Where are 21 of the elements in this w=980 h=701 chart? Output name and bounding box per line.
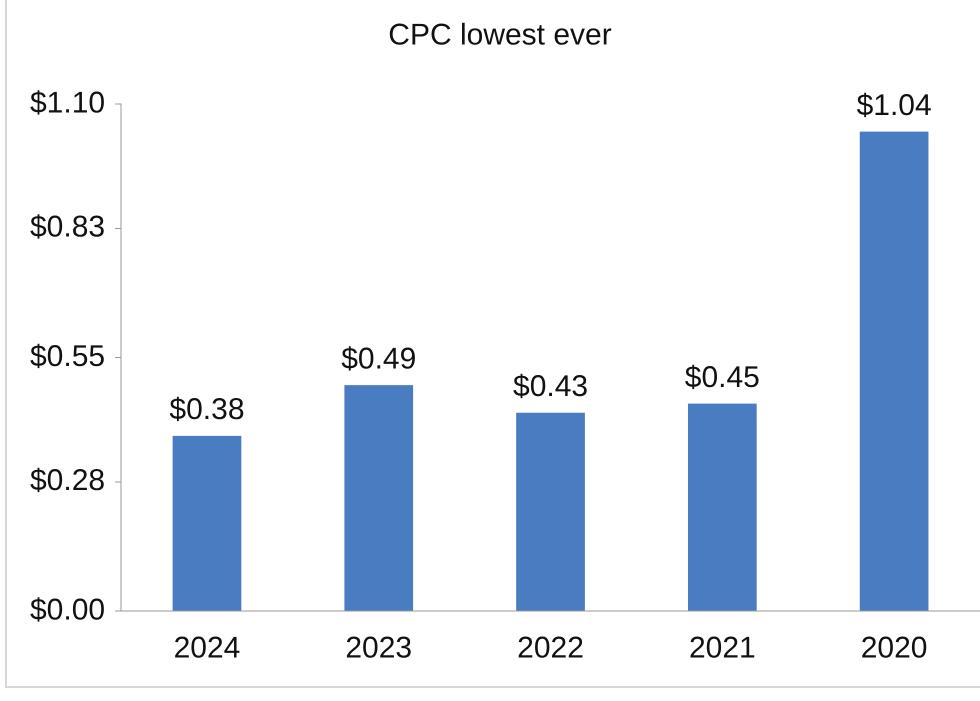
- y-tick-label: $0.00: [30, 593, 106, 626]
- x-tick-label: 2021: [688, 631, 756, 664]
- data-label: $0.49: [341, 342, 416, 376]
- y-tick-label: $0.55: [30, 340, 106, 373]
- bar: [516, 412, 585, 610]
- bar: [688, 404, 757, 610]
- y-tick-label: $1.10: [30, 86, 106, 120]
- data-label: $0.45: [684, 360, 760, 394]
- y-tick-label: $0.83: [30, 210, 106, 244]
- bar: [172, 436, 242, 610]
- chart-title: CPC lowest ever: [388, 18, 612, 52]
- data-label: $0.38: [169, 393, 245, 426]
- x-tick-label: 2023: [345, 631, 412, 664]
- x-tick-label: 2024: [174, 631, 240, 664]
- x-tick-label: 2020: [860, 631, 928, 664]
- y-tick-label: $0.28: [30, 464, 106, 498]
- bar: [344, 385, 414, 610]
- data-label: $0.43: [513, 370, 588, 404]
- x-tick-label: 2022: [517, 631, 584, 664]
- bar: [860, 132, 928, 610]
- data-label: $1.04: [856, 88, 932, 122]
